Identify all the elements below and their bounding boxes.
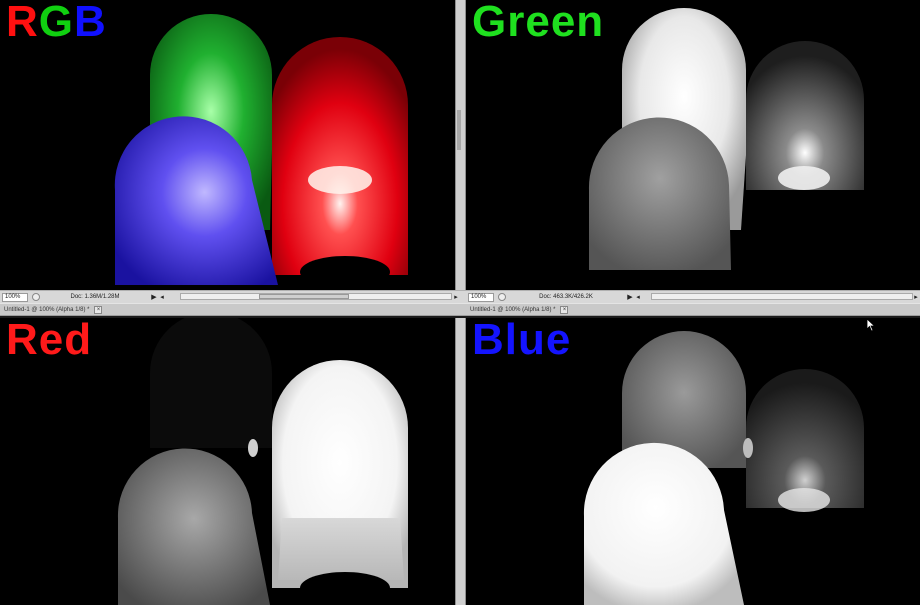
- vertical-scroll-thumb[interactable]: [457, 110, 461, 150]
- blue-led-image: [583, 331, 864, 605]
- channel-label-blue: Blue: [472, 318, 572, 364]
- channel-label-green: Green: [472, 0, 605, 46]
- green-led-image: [588, 8, 864, 270]
- mouse-pointer-icon: [866, 318, 876, 332]
- status-bar-right: 100% Doc: 463.3K/426.2K ▶ ◂ ▸: [466, 290, 920, 303]
- red-led-image: [117, 318, 408, 605]
- status-menu-arrow-icon[interactable]: ▶: [627, 294, 633, 301]
- left-pane-vertical-scrollbar[interactable]: [455, 0, 466, 290]
- scroll-left-arrow-icon[interactable]: ◂: [636, 294, 640, 301]
- green-channel-canvas[interactable]: Green: [466, 0, 920, 290]
- zoom-field[interactable]: 100%: [2, 292, 28, 302]
- label-r: R: [6, 0, 39, 46]
- document-tab-right[interactable]: Untitled-1 @ 100% (Alpha 1/8) * ×: [466, 303, 920, 316]
- doc-size-info: Doc: 463.3K/426.2K: [539, 294, 593, 300]
- horizontal-scrollbar-right[interactable]: [651, 293, 913, 300]
- left-bottom-pane-vertical-scrollbar[interactable]: [455, 318, 466, 605]
- close-tab-icon[interactable]: ×: [94, 305, 103, 314]
- zoom-options-icon[interactable]: [32, 293, 40, 301]
- channel-label-rgb: RGB: [6, 0, 107, 48]
- scroll-left-arrow-icon[interactable]: ◂: [160, 294, 164, 301]
- zoom-field[interactable]: 100%: [468, 292, 494, 302]
- zoom-options-icon[interactable]: [498, 293, 506, 301]
- close-tab-icon[interactable]: ×: [560, 305, 569, 314]
- status-menu-arrow-icon[interactable]: ▶: [151, 294, 157, 301]
- rgb-canvas[interactable]: RGB: [0, 0, 455, 290]
- channel-label-red: Red: [6, 318, 93, 364]
- label-b: B: [74, 0, 107, 46]
- status-bar-left: 100% Doc: 1.36M/1.28M ▶ ◂ ▸: [0, 290, 466, 303]
- label-g: G: [38, 0, 75, 46]
- scroll-right-arrow-icon[interactable]: ▸: [454, 294, 458, 301]
- red-channel-canvas[interactable]: Red: [0, 318, 455, 605]
- doc-size-info: Doc: 1.36M/1.28M: [70, 294, 120, 300]
- rgb-led-image: [114, 14, 408, 288]
- scroll-right-arrow-icon[interactable]: ▸: [914, 294, 918, 301]
- document-tab-title: Untitled-1 @ 100% (Alpha 1/8) *: [470, 306, 556, 313]
- document-tab-title: Untitled-1 @ 100% (Alpha 1/8) *: [4, 306, 90, 313]
- blue-channel-canvas[interactable]: Blue: [466, 318, 920, 605]
- document-tab-left[interactable]: Untitled-1 @ 100% (Alpha 1/8) * ×: [0, 303, 466, 316]
- horizontal-scrollbar-left[interactable]: [180, 293, 452, 300]
- horizontal-scroll-thumb[interactable]: [259, 294, 349, 299]
